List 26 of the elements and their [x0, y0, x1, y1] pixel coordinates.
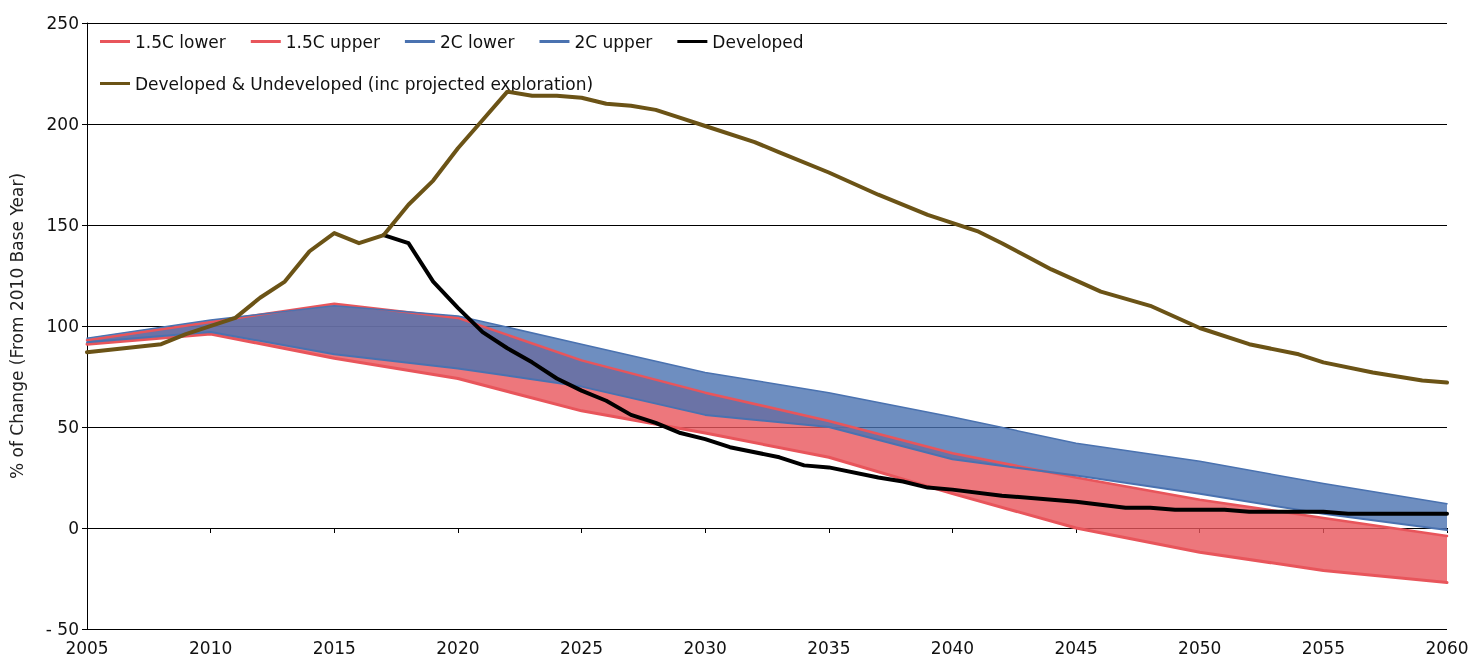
x-tick-label: 2010 — [189, 637, 233, 656]
x-tick-label: 2050 — [1178, 637, 1222, 656]
x-tick-label: 2035 — [807, 637, 851, 656]
y-tick-label: 50 — [57, 417, 79, 437]
legend-label: Developed & Undeveloped (inc projected exploration) — [135, 73, 594, 94]
x-tick-label: 2040 — [930, 637, 975, 656]
x-tick-label: 2020 — [436, 637, 480, 656]
legend-label: 2C lower — [439, 31, 515, 52]
y-tick-label: 150 — [46, 215, 79, 235]
x-tick-label: 2060 — [1425, 637, 1469, 656]
x-tick-label: 2045 — [1054, 637, 1098, 656]
y-tick-label: - 50 — [45, 619, 79, 639]
x-tick-label: 2030 — [683, 637, 727, 656]
x-tick-label: 2055 — [1301, 637, 1345, 656]
legend-label: 1.5C lower — [135, 31, 226, 52]
y-tick-label: 0 — [68, 518, 79, 538]
y-tick-label: 250 — [46, 13, 79, 33]
x-tick-label: 2025 — [559, 637, 604, 656]
x-tick-label: 2015 — [312, 637, 356, 656]
legend-label: 1.5C upper — [285, 31, 380, 52]
y-axis-title: % of Change (From 2010 Base Year) — [6, 172, 27, 480]
legend-label: 2C upper — [574, 31, 653, 52]
x-tick-label: 2005 — [65, 637, 109, 656]
legend-label: Developed — [712, 31, 804, 52]
y-tick-label: 100 — [46, 316, 79, 336]
y-tick-label: 200 — [46, 114, 79, 134]
